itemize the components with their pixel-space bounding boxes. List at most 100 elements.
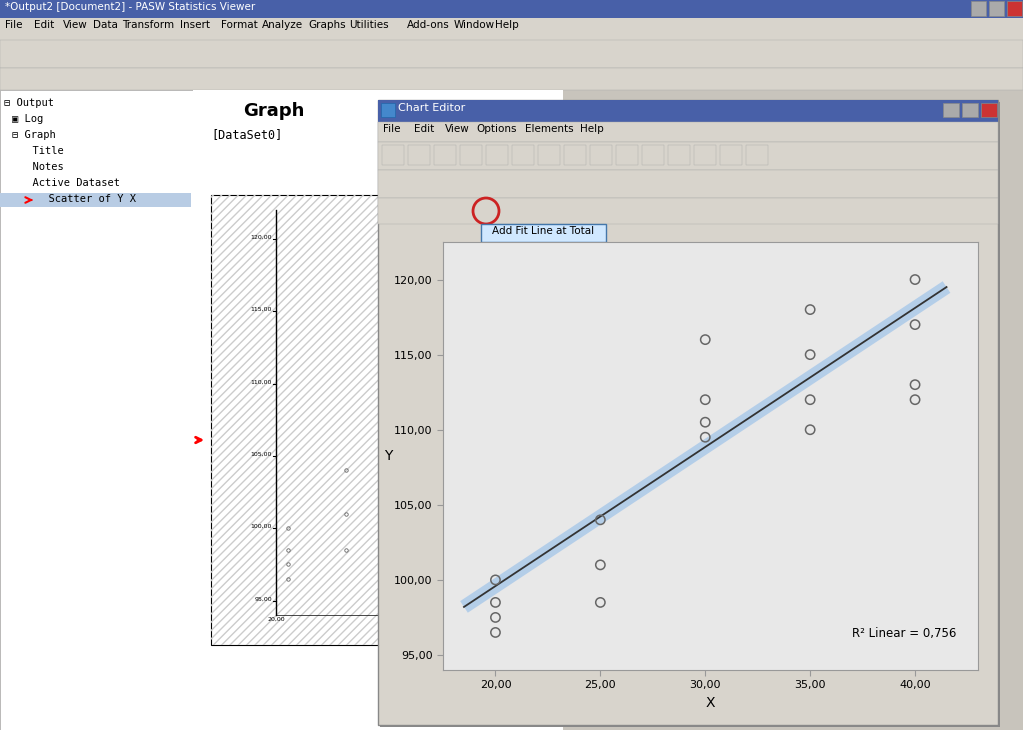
Text: 120,00: 120,00 [251, 235, 272, 240]
Point [592, 596, 609, 608]
Bar [694, 145, 716, 165]
Text: Transform: Transform [122, 20, 174, 30]
Text: 115,00: 115,00 [251, 307, 272, 312]
Text: Edit: Edit [414, 124, 435, 134]
Text: 110,00: 110,00 [251, 380, 272, 385]
Text: 20,00: 20,00 [267, 617, 284, 622]
Bar [211, 195, 555, 645]
Bar [564, 145, 586, 165]
Text: Edit: Edit [34, 20, 54, 30]
Point [487, 626, 503, 638]
Text: Window: Window [454, 20, 495, 30]
Bar [538, 145, 560, 165]
Text: ⊟ Graph: ⊟ Graph [12, 130, 55, 140]
Bar [481, 224, 606, 242]
Bar [616, 145, 638, 165]
Bar [1007, 1, 1022, 16]
Point [802, 304, 818, 315]
Text: Add-ons: Add-ons [407, 20, 450, 30]
Point [802, 424, 818, 436]
Text: View: View [63, 20, 88, 30]
Bar [0, 0, 1023, 18]
Bar [379, 122, 998, 142]
Text: File: File [5, 20, 23, 30]
Bar [962, 103, 978, 117]
Bar [981, 103, 997, 117]
Text: [DataSet0]: [DataSet0] [211, 128, 282, 141]
Text: 95,00: 95,00 [255, 596, 272, 602]
Bar [0, 90, 193, 730]
Bar [211, 195, 555, 645]
Bar [642, 145, 664, 165]
Bar [668, 145, 690, 165]
Point [697, 334, 713, 345]
Text: Notes: Notes [20, 162, 63, 172]
Point [487, 574, 503, 585]
Text: Graph: Graph [243, 102, 305, 120]
Text: Active Dataset: Active Dataset [20, 178, 120, 188]
Text: Elements: Elements [525, 124, 574, 134]
Bar [379, 170, 998, 198]
Bar [379, 142, 998, 170]
Point [697, 431, 713, 443]
Point [592, 559, 609, 571]
Text: Add Fit Line at Total: Add Fit Line at Total [492, 226, 594, 236]
Text: *Output2 [Document2] - PASW Statistics Viewer: *Output2 [Document2] - PASW Statistics V… [5, 2, 256, 12]
Bar [193, 90, 563, 730]
Point [906, 319, 923, 331]
Text: Format: Format [221, 20, 258, 30]
Text: File: File [383, 124, 400, 134]
Point [697, 394, 713, 406]
Bar [512, 145, 534, 165]
Text: Options: Options [477, 124, 517, 134]
Bar [381, 103, 395, 117]
Bar [0, 90, 1023, 730]
Bar [989, 1, 1004, 16]
Bar [0, 40, 1023, 68]
Text: Chart Editor: Chart Editor [398, 103, 465, 113]
Text: 105,00: 105,00 [251, 452, 272, 457]
Bar [746, 145, 768, 165]
Text: View: View [445, 124, 471, 134]
Text: Insert: Insert [180, 20, 210, 30]
Bar [486, 145, 508, 165]
Bar [460, 145, 482, 165]
Point [487, 596, 503, 608]
Bar [0, 193, 191, 207]
Text: ▣ Log: ▣ Log [12, 114, 43, 124]
Bar [379, 198, 998, 224]
Bar [971, 1, 986, 16]
Point [487, 612, 503, 623]
Point [906, 379, 923, 391]
Bar [434, 145, 456, 165]
Y-axis label: Y: Y [385, 449, 393, 463]
Bar [943, 103, 959, 117]
Bar [0, 18, 1023, 40]
Text: Data: Data [93, 20, 118, 30]
Bar [590, 145, 612, 165]
Text: Utilities: Utilities [349, 20, 389, 30]
Point [906, 394, 923, 406]
Text: Help: Help [580, 124, 604, 134]
Bar [720, 145, 742, 165]
Bar [379, 100, 998, 725]
Bar [379, 100, 998, 122]
Point [802, 394, 818, 406]
Point [697, 416, 713, 428]
Text: ⊟ Output: ⊟ Output [4, 98, 54, 108]
Text: Title: Title [20, 146, 63, 156]
Point [592, 514, 609, 526]
Point [802, 349, 818, 361]
Bar [408, 145, 430, 165]
X-axis label: X: X [706, 696, 715, 710]
Text: Help: Help [494, 20, 519, 30]
Text: R² Linear = 0,756: R² Linear = 0,756 [852, 627, 957, 640]
Text: Scatter of Y X: Scatter of Y X [36, 194, 136, 204]
Bar [0, 68, 1023, 90]
Bar [380, 102, 1000, 727]
Text: Graphs: Graphs [308, 20, 346, 30]
Bar [382, 145, 404, 165]
Point [906, 274, 923, 285]
Text: 100,00: 100,00 [251, 524, 272, 529]
Text: Analyze: Analyze [262, 20, 303, 30]
